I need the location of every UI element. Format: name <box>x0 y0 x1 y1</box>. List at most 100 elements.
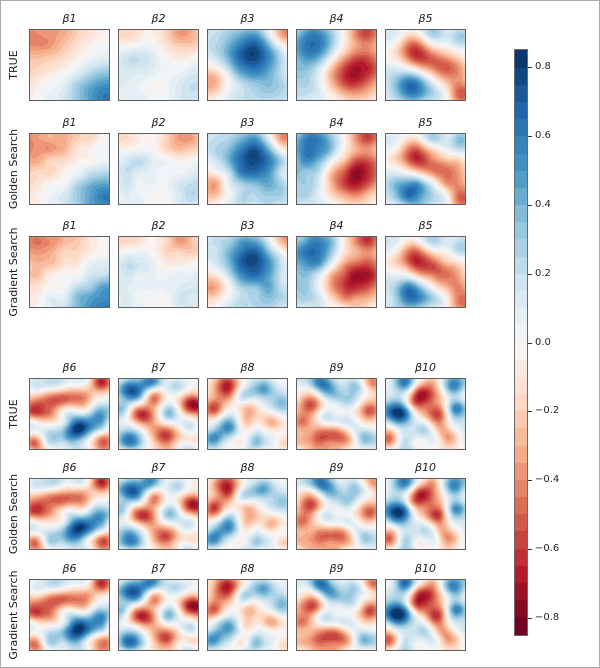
heatmap-canvas-b1 <box>30 237 109 307</box>
heatmap-panel-b4-row2 <box>296 133 377 205</box>
panel-title: β9 <box>329 361 344 374</box>
panel-title: β2 <box>151 219 166 232</box>
heatmap-panel-b5-row3 <box>385 236 466 308</box>
heatmap-panel-b9-row1 <box>296 378 377 450</box>
heatmap-panel-b7-row2 <box>118 478 199 550</box>
heatmap-panel-b5-row2 <box>385 133 466 205</box>
panel-title: β1 <box>62 219 77 232</box>
panel-title: β6 <box>62 562 77 575</box>
heatmap-canvas-b2 <box>119 30 198 100</box>
heatmap-canvas-b7 <box>119 479 198 549</box>
panel-title: β5 <box>418 219 433 232</box>
heatmap-panel-b2-row3 <box>118 236 199 308</box>
heatmap-canvas-b6 <box>30 479 109 549</box>
panel-title: β2 <box>151 12 166 25</box>
colorbar-tick-mark <box>528 67 532 68</box>
heatmap-canvas-b2 <box>119 237 198 307</box>
colorbar-tick-mark <box>528 343 532 344</box>
heatmap-canvas-b8 <box>208 379 287 449</box>
panel-title: β3 <box>240 116 255 129</box>
heatmap-panel-b6-row2 <box>29 478 110 550</box>
colorbar-tick-mark <box>528 136 532 137</box>
heatmap-canvas-b1 <box>30 30 109 100</box>
panel-title: β1 <box>62 12 77 25</box>
row-label: TRUE <box>7 50 20 80</box>
heatmap-canvas-b1 <box>30 134 109 204</box>
colorbar-tick-label: −0.8 <box>535 612 560 623</box>
heatmap-canvas-b9 <box>297 479 376 549</box>
heatmap-canvas-b3 <box>208 30 287 100</box>
heatmap-canvas-b4 <box>297 30 376 100</box>
panel-title: β10 <box>414 562 437 575</box>
row-label: Gradient Search <box>7 570 20 660</box>
heatmap-canvas-b6 <box>30 379 109 449</box>
heatmap-canvas-b9 <box>297 379 376 449</box>
heatmap-canvas-b3 <box>208 237 287 307</box>
panel-title: β6 <box>62 461 77 474</box>
heatmap-panel-b8-row3 <box>207 579 288 651</box>
panel-title: β7 <box>151 361 166 374</box>
panel-title: β7 <box>151 562 166 575</box>
heatmap-canvas-b6 <box>30 580 109 650</box>
colorbar-tick-label: 0.0 <box>535 337 551 348</box>
panel-title: β4 <box>329 116 344 129</box>
heatmap-panel-b4-row3 <box>296 236 377 308</box>
heatmap-canvas-b9 <box>297 580 376 650</box>
heatmap-panel-b9-row3 <box>296 579 377 651</box>
panel-title: β5 <box>418 12 433 25</box>
heatmap-panel-b6-row3 <box>29 579 110 651</box>
colorbar-tick-mark <box>528 618 532 619</box>
heatmap-canvas-b5 <box>386 134 465 204</box>
heatmap-canvas-b8 <box>208 479 287 549</box>
heatmap-canvas-b4 <box>297 134 376 204</box>
heatmap-panel-b10-row3 <box>385 579 466 651</box>
colorbar-tick-label: 0.8 <box>535 61 551 72</box>
panel-title: β9 <box>329 562 344 575</box>
panel-title: β7 <box>151 461 166 474</box>
colorbar-tick-mark <box>528 549 532 550</box>
heatmap-canvas-b10 <box>386 479 465 549</box>
panel-title: β8 <box>240 361 255 374</box>
heatmap-canvas-b7 <box>119 580 198 650</box>
row-label: Golden Search <box>7 128 20 210</box>
panel-title: β8 <box>240 562 255 575</box>
heatmap-panel-b10-row1 <box>385 378 466 450</box>
heatmap-canvas-b8 <box>208 580 287 650</box>
colorbar-tick-label: 0.2 <box>535 268 551 279</box>
heatmap-canvas-b10 <box>386 379 465 449</box>
heatmap-panel-b2-row2 <box>118 133 199 205</box>
heatmap-canvas-b10 <box>386 580 465 650</box>
heatmap-panel-b1-row2 <box>29 133 110 205</box>
heatmap-canvas-b4 <box>297 237 376 307</box>
panel-title: β6 <box>62 361 77 374</box>
heatmap-panel-b5-row1 <box>385 29 466 101</box>
row-label: Gradient Search <box>7 227 20 317</box>
heatmap-canvas-b7 <box>119 379 198 449</box>
panel-title: β9 <box>329 461 344 474</box>
heatmap-panel-b10-row2 <box>385 478 466 550</box>
colorbar-tick-label: 0.6 <box>535 130 551 141</box>
panel-title: β5 <box>418 116 433 129</box>
panel-title: β3 <box>240 12 255 25</box>
panel-title: β3 <box>240 219 255 232</box>
panel-title: β4 <box>329 12 344 25</box>
panel-title: β10 <box>414 461 437 474</box>
heatmap-panel-b1-row1 <box>29 29 110 101</box>
colorbar-tick-label: −0.6 <box>535 543 560 554</box>
heatmap-panel-b7-row1 <box>118 378 199 450</box>
panel-title: β2 <box>151 116 166 129</box>
heatmap-panel-b9-row2 <box>296 478 377 550</box>
row-label: TRUE <box>7 399 20 429</box>
heatmap-canvas-b2 <box>119 134 198 204</box>
heatmap-panel-b8-row2 <box>207 478 288 550</box>
row-label: Golden Search <box>7 473 20 555</box>
heatmap-panel-b3-row3 <box>207 236 288 308</box>
colorbar-tick-label: 0.4 <box>535 199 551 210</box>
colorbar <box>514 49 528 636</box>
heatmap-panel-b4-row1 <box>296 29 377 101</box>
heatmap-canvas-b5 <box>386 30 465 100</box>
heatmap-panel-b6-row1 <box>29 378 110 450</box>
colorbar-tick-label: −0.4 <box>535 474 560 485</box>
heatmap-panel-b3-row2 <box>207 133 288 205</box>
